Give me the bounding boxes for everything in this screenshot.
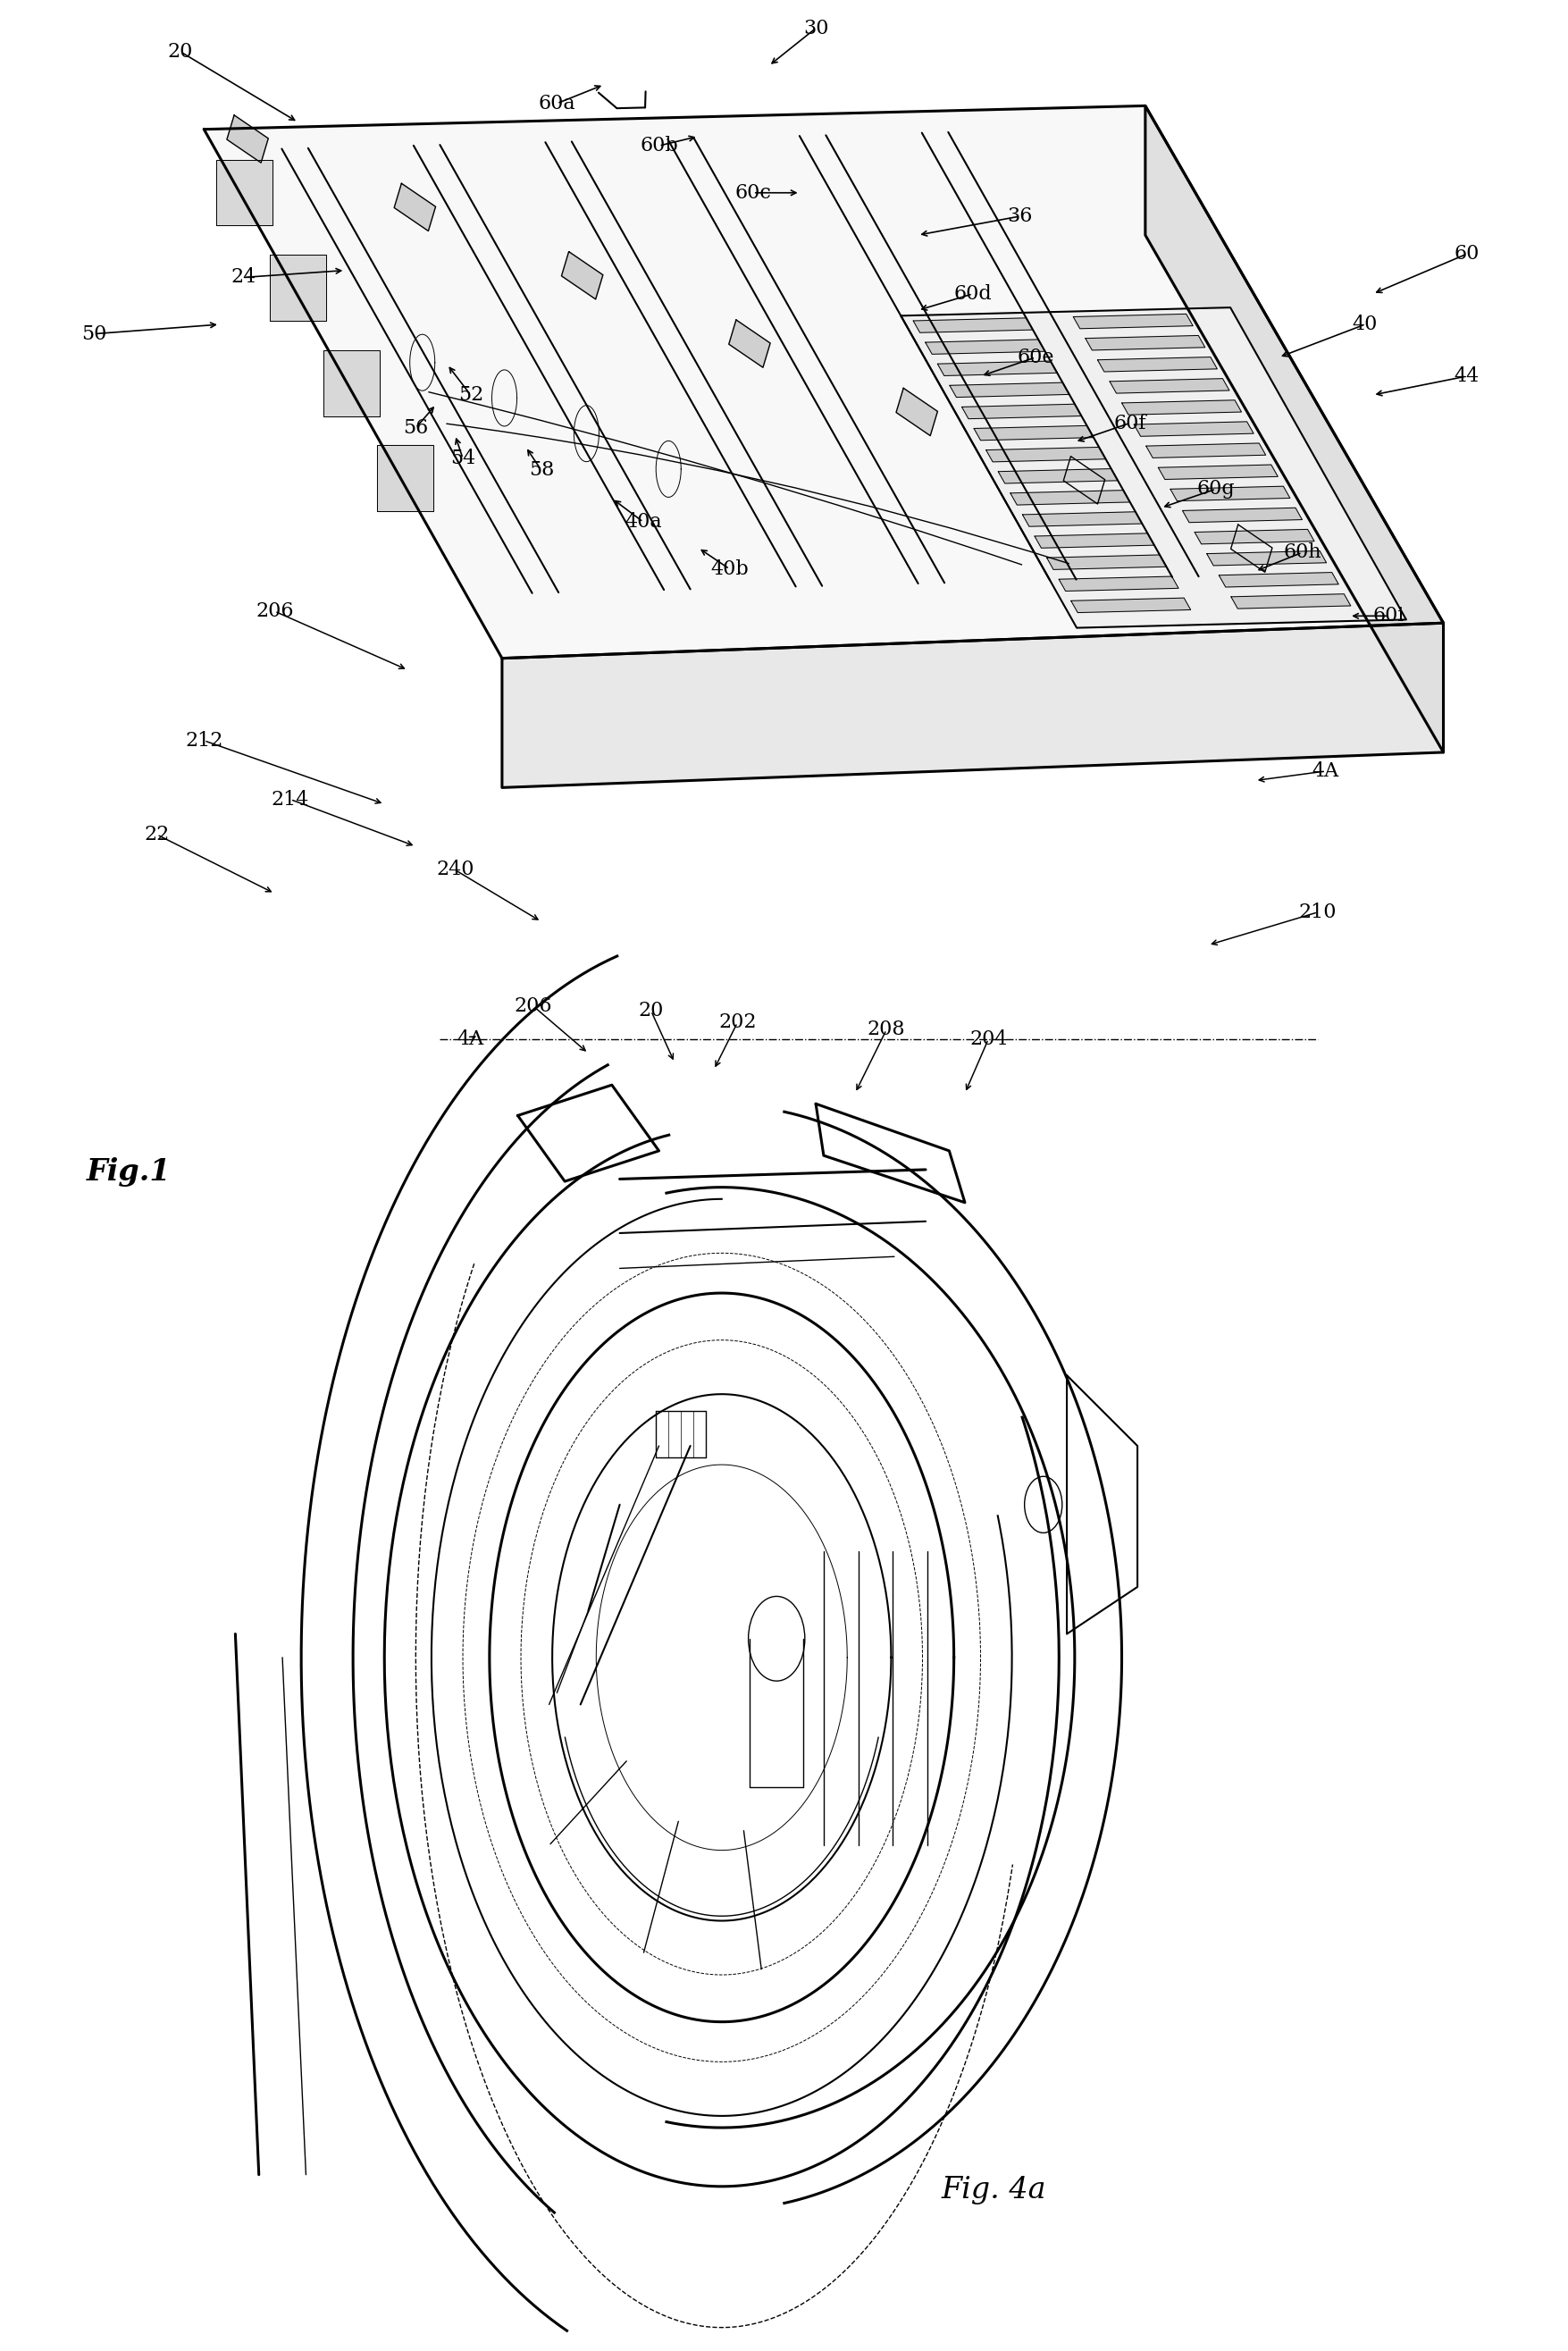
Text: 30: 30 (803, 19, 828, 38)
Text: 40: 40 (1352, 315, 1377, 334)
Text: Fig.1: Fig.1 (86, 1157, 171, 1187)
Polygon shape (913, 317, 1032, 331)
Text: 22: 22 (144, 825, 169, 844)
Text: 40a: 40a (624, 513, 662, 531)
Polygon shape (997, 468, 1118, 484)
Text: 4A: 4A (1311, 762, 1339, 781)
Polygon shape (1085, 336, 1204, 350)
Polygon shape (1098, 357, 1217, 371)
Polygon shape (986, 447, 1105, 461)
Polygon shape (1193, 529, 1314, 543)
Text: 206: 206 (514, 997, 552, 1016)
Text: 44: 44 (1454, 367, 1479, 386)
Polygon shape (900, 308, 1405, 628)
Text: 210: 210 (1298, 903, 1336, 922)
Polygon shape (1170, 487, 1289, 501)
Text: 60a: 60a (538, 94, 575, 113)
Text: 240: 240 (436, 860, 474, 879)
Polygon shape (227, 115, 268, 162)
Text: 60g: 60g (1196, 480, 1234, 498)
Text: 60i: 60i (1372, 607, 1403, 625)
Polygon shape (323, 350, 379, 416)
Text: 52: 52 (458, 386, 483, 404)
Text: 60f: 60f (1113, 414, 1145, 433)
Polygon shape (376, 444, 433, 510)
Polygon shape (204, 106, 1443, 658)
Polygon shape (502, 623, 1443, 788)
Text: 24: 24 (230, 268, 256, 287)
Polygon shape (1134, 421, 1253, 437)
Polygon shape (1121, 400, 1240, 414)
Text: 36: 36 (1007, 207, 1032, 226)
Text: Fig. 4a: Fig. 4a (941, 2175, 1046, 2205)
Polygon shape (1218, 571, 1338, 588)
Text: 20: 20 (168, 42, 193, 61)
Polygon shape (938, 362, 1057, 376)
Text: 60: 60 (1454, 245, 1479, 263)
Polygon shape (1063, 456, 1104, 503)
Text: 204: 204 (969, 1030, 1007, 1049)
Polygon shape (974, 426, 1093, 440)
Polygon shape (949, 383, 1069, 397)
Polygon shape (270, 254, 326, 320)
Polygon shape (1157, 465, 1278, 480)
Polygon shape (1145, 106, 1443, 752)
Text: 54: 54 (450, 449, 475, 468)
Text: 206: 206 (256, 602, 293, 621)
Polygon shape (1231, 524, 1272, 571)
Polygon shape (1109, 379, 1229, 393)
Text: 60c: 60c (734, 183, 771, 202)
Polygon shape (895, 388, 938, 435)
Text: 40b: 40b (710, 560, 748, 578)
Text: 60b: 60b (640, 136, 677, 155)
Text: 202: 202 (718, 1013, 756, 1032)
Text: 208: 208 (867, 1020, 905, 1039)
Polygon shape (1073, 315, 1192, 329)
Text: 56: 56 (403, 418, 428, 437)
Polygon shape (216, 160, 273, 226)
Polygon shape (1022, 513, 1142, 527)
Text: 50: 50 (82, 324, 107, 343)
Polygon shape (1058, 576, 1178, 590)
Text: 212: 212 (185, 731, 223, 750)
Polygon shape (1033, 534, 1154, 548)
Polygon shape (561, 252, 602, 299)
Polygon shape (1146, 444, 1265, 458)
Polygon shape (1206, 550, 1325, 567)
Polygon shape (729, 320, 770, 367)
Text: 4A: 4A (456, 1030, 485, 1049)
Text: 60d: 60d (953, 284, 991, 303)
Polygon shape (1010, 491, 1129, 505)
Polygon shape (961, 404, 1080, 418)
Text: 214: 214 (271, 790, 309, 809)
Text: 20: 20 (638, 1002, 663, 1020)
Polygon shape (1182, 508, 1301, 522)
Text: 58: 58 (528, 461, 554, 480)
Polygon shape (925, 339, 1044, 355)
Polygon shape (394, 183, 436, 230)
Text: 60e: 60e (1016, 348, 1054, 367)
Polygon shape (1231, 595, 1350, 609)
Polygon shape (1071, 597, 1190, 614)
Text: 60h: 60h (1283, 543, 1320, 562)
Polygon shape (1046, 555, 1165, 569)
